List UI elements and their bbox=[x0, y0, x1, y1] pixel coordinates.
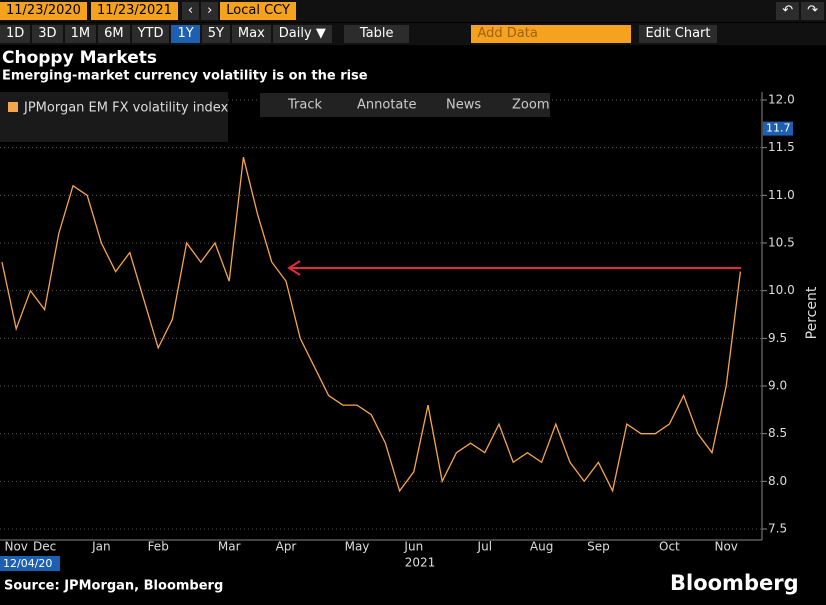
x-tick-label: Sep bbox=[587, 540, 610, 554]
currency[interactable]: Local CCY bbox=[220, 2, 296, 20]
tool-bar bbox=[260, 93, 550, 117]
line bbox=[1, 157, 742, 493]
back[interactable]: ‹ bbox=[181, 2, 200, 20]
edit-chart[interactable]: Edit Chart bbox=[639, 25, 717, 43]
y-tick-label: 8.0 bbox=[768, 474, 787, 488]
x-tick-label: Nov bbox=[714, 540, 737, 554]
y-tick-label: 9.0 bbox=[768, 379, 787, 393]
y-tick-label: 11.5 bbox=[768, 140, 795, 154]
date-label-box bbox=[0, 556, 60, 571]
x-tick-label: Jul bbox=[477, 540, 492, 554]
range[interactable]: YTD bbox=[131, 25, 170, 43]
y-tick-label: 11.0 bbox=[768, 188, 795, 202]
table-button[interactable]: Table bbox=[343, 25, 410, 43]
legend-swatch bbox=[8, 102, 18, 112]
chart: Choppy Markets Emerging-market currency … bbox=[0, 48, 820, 595]
y-tick-label: 12.0 bbox=[768, 93, 795, 107]
y-tick-label: 10.5 bbox=[768, 236, 795, 250]
x-tick-label: Apr bbox=[276, 540, 297, 554]
tool[interactable]: Zoom bbox=[512, 98, 549, 113]
date-label: 12/04/20 bbox=[3, 557, 52, 570]
range[interactable]: 5Y bbox=[201, 25, 230, 43]
y-axis-title: Percent bbox=[804, 286, 820, 339]
range[interactable]: 3D bbox=[32, 25, 63, 43]
x-tick-label: Oct bbox=[659, 540, 680, 554]
frequency[interactable]: Daily ▼ bbox=[272, 25, 332, 43]
x-tick-label: Feb bbox=[148, 540, 169, 554]
date-bar: 11/23/2020 11/23/2021 ‹ › Local CCY ↶ ↷ bbox=[0, 0, 826, 22]
tool[interactable]: Track bbox=[287, 98, 322, 113]
undo[interactable]: ↶ bbox=[776, 2, 800, 20]
start-date[interactable]: 11/23/2020 bbox=[0, 2, 87, 20]
range[interactable]: 1D bbox=[0, 25, 31, 43]
brand: Bloomberg bbox=[670, 571, 799, 595]
y-tick-label: 7.5 bbox=[768, 522, 787, 536]
chart-title: Choppy Markets bbox=[2, 48, 157, 68]
end-date[interactable]: 11/23/2021 bbox=[90, 2, 178, 20]
legend-box bbox=[0, 92, 228, 142]
x-tick-label: Dec bbox=[33, 540, 56, 554]
last-value-box bbox=[763, 121, 793, 136]
x-tick-label: Jan bbox=[91, 540, 111, 554]
x-tick-label: Jun bbox=[403, 540, 423, 554]
add-data[interactable]: Add Data bbox=[471, 25, 632, 43]
x-tick-label: Mar bbox=[218, 540, 241, 554]
y-tick-label: 10.0 bbox=[768, 283, 795, 297]
y-tick-label: 9.5 bbox=[768, 331, 787, 345]
x-tick-label: May bbox=[345, 540, 370, 554]
range[interactable]: 6M bbox=[98, 25, 130, 43]
source: Source: JPMorgan, Bloomberg bbox=[4, 579, 223, 594]
arrow-head bbox=[287, 260, 301, 276]
x-tick-label: Nov bbox=[4, 540, 27, 554]
legend-label: JPMorgan EM FX volatility index bbox=[23, 101, 229, 116]
y-tick-label: 8.5 bbox=[768, 426, 787, 440]
range[interactable]: 1Y bbox=[171, 25, 200, 43]
year-label: 2021 bbox=[405, 556, 436, 570]
tool[interactable]: Annotate bbox=[357, 98, 416, 113]
tool[interactable]: News bbox=[446, 98, 481, 113]
x-tick-label: Aug bbox=[530, 540, 553, 554]
range[interactable]: Max bbox=[231, 25, 271, 43]
forward[interactable]: › bbox=[201, 2, 219, 20]
range[interactable]: 1M bbox=[64, 25, 97, 43]
chart-subtitle: Emerging-market currency volatility is o… bbox=[2, 69, 368, 84]
redo[interactable]: ↷ bbox=[801, 2, 824, 20]
last-value-label: 11.7 bbox=[766, 122, 791, 135]
range-bar: 1D 3D 1M 6M YTD 1Y 5Y Max Daily ▼ Table … bbox=[0, 23, 826, 45]
